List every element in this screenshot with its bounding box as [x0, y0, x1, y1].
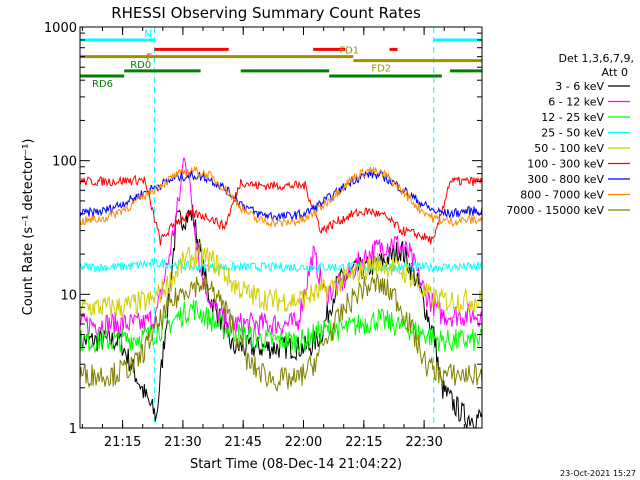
legend-entry-label-4: 50 - 100 keV — [534, 142, 604, 155]
plot-frame — [79, 26, 483, 429]
flag-label-n: N — [144, 29, 151, 40]
y-axis-label: Count Rate (s⁻¹ detector⁻¹) — [21, 139, 36, 316]
legend-entry-label-1: 6 - 12 keV — [548, 96, 604, 109]
series-line-4 — [79, 241, 483, 318]
x-tick-label: 21:15 — [104, 435, 141, 450]
x-tick-label: 22:00 — [285, 435, 322, 450]
generation-timestamp: 23-Oct-2021 15:27 — [560, 469, 636, 478]
legend-entry-label-0: 3 - 6 keV — [555, 80, 604, 93]
flag-label-rd6: RD6 — [92, 79, 113, 90]
legend-entry-label-5: 100 - 300 keV — [527, 158, 604, 171]
flag-bar-layer: NFFD1FD2RD0RD6 — [80, 29, 482, 90]
series-line-6 — [79, 169, 483, 222]
series-layer — [79, 157, 483, 429]
series-line-1 — [79, 157, 483, 338]
y-tick-label: 10 — [60, 288, 77, 303]
x-tick-label: 21:45 — [224, 435, 261, 450]
x-tick-label: 22:15 — [345, 435, 382, 450]
legend-entry-label-2: 12 - 25 keV — [541, 111, 604, 124]
y-tick-label: 1 — [69, 422, 77, 437]
flag-label-fd1: FD1 — [339, 46, 359, 57]
x-tick-label: 22:30 — [405, 435, 442, 450]
legend-entry-label-8: 7000 - 15000 keV — [506, 204, 604, 217]
detector-info-line-2: Att 0 — [602, 66, 628, 79]
series-line-5 — [79, 174, 483, 246]
y-tick-label: 100 — [52, 155, 77, 170]
legend-entry-label-3: 25 - 50 keV — [541, 127, 604, 140]
detector-info-line-1: Det 1,3,6,7,9, — [558, 52, 634, 65]
series-line-8 — [79, 274, 483, 393]
series-line-2 — [79, 299, 483, 354]
legend: 3 - 6 keV 6 - 12 keV 12 - 25 keV 25 - 50 ke… — [506, 80, 630, 217]
x-axis-label: Start Time (08-Dec-14 21:04:22) — [190, 457, 402, 472]
series-line-7 — [79, 166, 483, 229]
axes-layer: 1 10 100 1000 21:15 21:30 21:45 22:00 22:15 22:30 — [44, 21, 482, 450]
legend-entry-label-7: 800 - 7000 keV — [520, 189, 604, 202]
flag-label-fd2: FD2 — [371, 64, 391, 75]
flag-label-rd0: RD0 — [130, 60, 151, 71]
chart-title: RHESSI Observing Summary Count Rates — [111, 4, 421, 22]
series-line-3 — [79, 257, 483, 274]
legend-entry-label-6: 300 - 800 keV — [527, 173, 604, 186]
x-tick-label: 21:30 — [164, 435, 201, 450]
y-tick-label: 1000 — [44, 21, 77, 36]
